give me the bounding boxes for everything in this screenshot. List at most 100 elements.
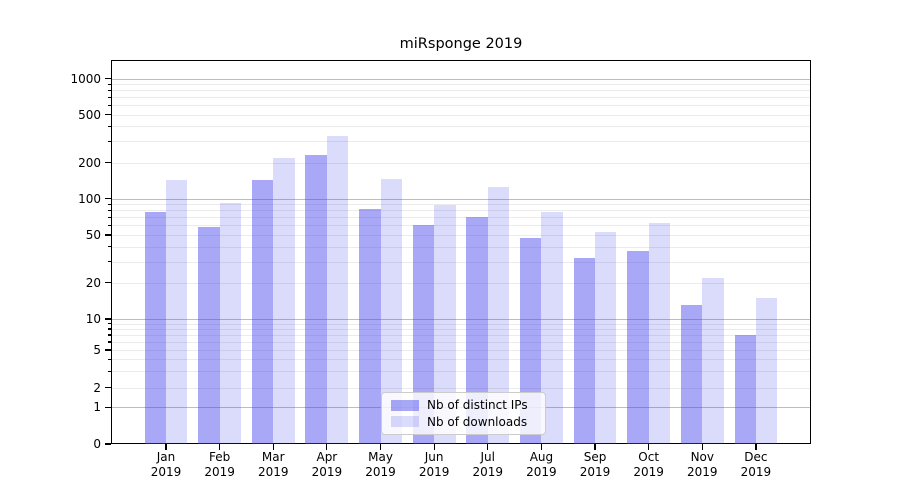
- y-tick-mark-1000: [105, 77, 111, 80]
- minor-gridline-6: [112, 341, 810, 343]
- y-minor-tick-mark-7: [107, 334, 111, 336]
- x-tick-mark-jul: [487, 444, 489, 450]
- minor-gridline-2: [112, 387, 810, 389]
- x-tick-label-may-2019: May 2019: [365, 450, 396, 479]
- legend-label-distinct-ips: Nb of distinct IPs: [427, 398, 528, 413]
- bar-distinct-ips-jul: [466, 217, 488, 444]
- bar-distinct-ips-jan: [144, 211, 166, 444]
- y-minor-tick-mark-300: [107, 140, 111, 143]
- y-minor-tick-mark-8: [107, 328, 111, 330]
- bar-downloads-jun: [434, 204, 456, 444]
- y-tick-mark-20: [105, 282, 111, 284]
- y-tick-mark-500: [105, 114, 111, 116]
- bar-distinct-ips-jun: [412, 224, 435, 444]
- minor-gridline-800: [112, 90, 810, 92]
- bar-downloads-dec: [755, 297, 778, 444]
- legend-swatch-downloads: [391, 416, 419, 428]
- y-tick-mark-5: [105, 349, 111, 351]
- y-minor-tick-mark-800: [107, 89, 111, 91]
- minor-gridline-700: [112, 97, 810, 99]
- bar-distinct-ips-oct: [627, 250, 649, 444]
- y-minor-tick-mark-70: [107, 216, 111, 219]
- minor-gridline-500: [112, 114, 810, 116]
- minor-gridline-60: [112, 225, 810, 227]
- x-tick-label-jan-2019: Jan 2019: [150, 450, 182, 479]
- bar-downloads-oct: [648, 222, 671, 444]
- chart-title: miRsponge 2019: [399, 36, 523, 52]
- bar-downloads-jul: [487, 187, 510, 444]
- bar-downloads-apr: [326, 136, 349, 444]
- y-tick-mark-50: [105, 234, 111, 236]
- major-gridline-1000: [112, 78, 810, 80]
- y-minor-tick-mark-700: [107, 96, 111, 98]
- minor-gridline-8: [112, 328, 810, 330]
- minor-gridline-200: [112, 162, 810, 164]
- bar-distinct-ips-mar: [251, 179, 274, 444]
- x-tick-mark-jan: [165, 444, 167, 450]
- minor-gridline-70: [112, 217, 810, 219]
- y-minor-tick-mark-9: [107, 323, 111, 325]
- y-minor-tick-mark-3: [107, 370, 111, 372]
- y-minor-tick-mark-600: [107, 104, 111, 106]
- minor-gridline-7: [112, 334, 810, 336]
- y-minor-tick-mark-900: [107, 83, 111, 85]
- minor-gridline-50: [112, 234, 810, 236]
- minor-gridline-4: [112, 359, 810, 361]
- bar-downloads-nov: [702, 277, 724, 444]
- minor-gridline-300: [112, 141, 810, 143]
- y-tick-label-0: 0: [93, 437, 101, 451]
- y-minor-tick-mark-30: [107, 261, 111, 263]
- legend-item-distinct-ips: Nb of distinct IPs: [391, 398, 537, 412]
- y-tick-label-50: 50: [85, 227, 101, 242]
- y-tick-label-1: 1: [93, 400, 101, 415]
- bar-downloads-may: [380, 179, 402, 444]
- bar-distinct-ips-sep: [573, 258, 596, 444]
- x-tick-label-oct-2019: Oct 2019: [633, 450, 664, 479]
- legend: Nb of distinct IPs Nb of downloads: [381, 392, 546, 435]
- x-tick-label-apr-2019: Apr 2019: [311, 450, 343, 479]
- x-tick-mark-oct: [648, 444, 650, 450]
- y-tick-label-1000: 1000: [70, 71, 101, 86]
- y-tick-label-2: 2: [93, 380, 101, 395]
- bar-distinct-ips-may: [359, 209, 381, 444]
- y-minor-tick-mark-80: [107, 209, 111, 212]
- minor-gridline-600: [112, 105, 810, 107]
- legend-label-downloads: Nb of downloads: [427, 414, 528, 429]
- minor-gridline-900: [112, 84, 810, 85]
- y-tick-label-5: 5: [93, 343, 101, 357]
- y-tick-mark-200: [105, 161, 111, 164]
- legend-swatch-distinct-ips: [391, 399, 419, 411]
- y-minor-tick-mark-400: [107, 125, 111, 128]
- major-gridline-10: [112, 319, 810, 320]
- x-tick-label-feb-2019: Feb 2019: [204, 450, 235, 479]
- bar-distinct-ips-dec: [734, 334, 756, 444]
- x-tick-label-jul-2019: Jul 2019: [472, 450, 504, 479]
- bar-distinct-ips-feb: [198, 227, 220, 444]
- legend-item-downloads: Nb of downloads: [391, 415, 537, 429]
- minor-gridline-80: [112, 210, 810, 212]
- x-tick-mark-may: [379, 444, 382, 450]
- minor-gridline-9: [112, 323, 810, 325]
- y-minor-tick-mark-6: [107, 341, 111, 343]
- x-tick-label-nov-2019: Nov 2019: [687, 450, 718, 479]
- minor-gridline-20: [112, 282, 810, 284]
- x-tick-label-mar-2019: Mar 2019: [257, 450, 289, 479]
- minor-gridline-40: [112, 246, 810, 248]
- bar-downloads-feb: [219, 203, 242, 444]
- bar-downloads-aug: [541, 211, 563, 444]
- x-tick-mark-jun: [433, 444, 435, 450]
- y-minor-tick-mark-90: [107, 203, 111, 205]
- x-tick-mark-dec: [755, 444, 757, 450]
- x-tick-label-sep-2019: Sep 2019: [579, 450, 611, 479]
- y-tick-label-100: 100: [78, 191, 101, 206]
- y-tick-mark-0: [105, 443, 111, 445]
- x-tick-mark-nov: [701, 444, 703, 450]
- x-tick-mark-feb: [219, 444, 221, 450]
- x-tick-label-aug-2019: Aug 2019: [526, 450, 557, 479]
- x-tick-label-dec-2019: Dec 2019: [740, 450, 772, 479]
- major-gridline-100: [112, 198, 810, 200]
- plot-area: Nb of distinct IPs Nb of downloads: [111, 60, 811, 444]
- y-minor-tick-mark-40: [107, 246, 111, 248]
- y-tick-label-10: 10: [85, 312, 101, 326]
